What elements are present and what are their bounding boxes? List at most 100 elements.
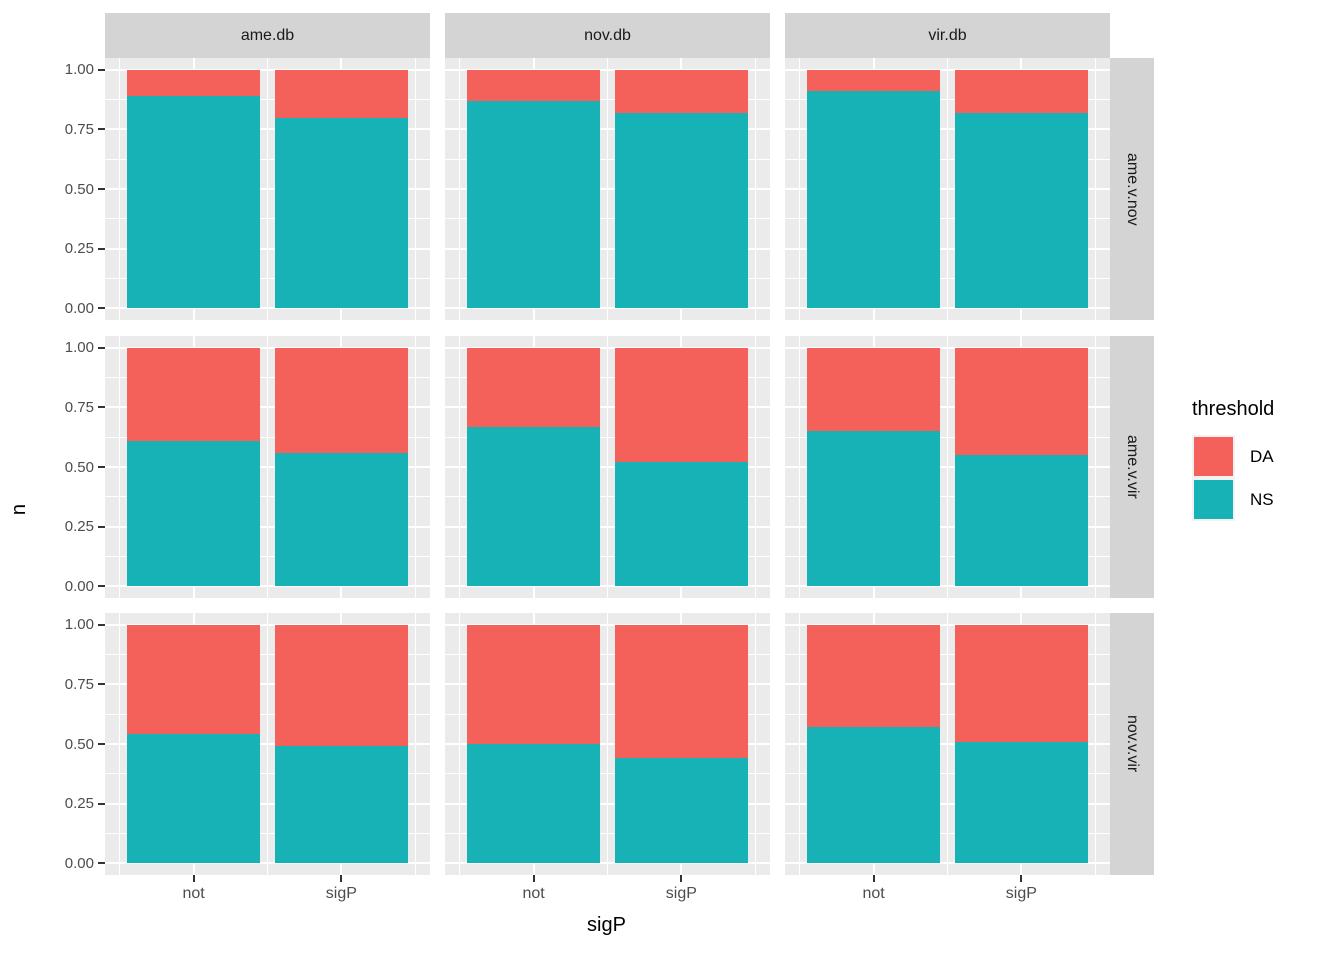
facet-col-label: vir.db <box>928 26 967 44</box>
bar-segment-ns <box>614 758 748 864</box>
legend-entry-label: NS <box>1250 489 1274 509</box>
legend-entry-label: DA <box>1250 446 1274 466</box>
gridline-minor <box>1094 58 1096 320</box>
y-tick-mark <box>98 862 105 865</box>
bar-segment-da <box>274 69 408 118</box>
x-tick-mark <box>680 875 683 882</box>
bar-nov.db-nov.v.vir-sigP <box>614 624 748 864</box>
bar-nov.db-nov.v.vir-not <box>467 624 601 864</box>
panel <box>785 336 1110 598</box>
gridline-minor <box>267 336 268 598</box>
gridline-minor <box>947 336 948 598</box>
gridline-minor <box>754 336 756 598</box>
gridline-minor <box>459 613 461 875</box>
legend: threshold DA NS <box>1192 398 1342 521</box>
bar-area <box>785 624 1110 864</box>
facet-row-label: ame.v.vir <box>1124 435 1141 499</box>
facet-col-label: ame.db <box>240 26 295 44</box>
y-tick-label: 1.00 <box>64 339 94 357</box>
bar-segment-ns <box>467 743 601 864</box>
bar-segment-da <box>807 347 941 432</box>
gridline-minor <box>267 58 268 320</box>
bar-nov.db-ame.v.nov-sigP <box>614 69 748 309</box>
facet-col-label: nov.db <box>584 26 631 44</box>
bar-segment-ns <box>954 741 1088 864</box>
y-tick-mark <box>98 346 105 349</box>
da-swatch <box>1194 437 1233 476</box>
ns-swatch <box>1194 480 1233 519</box>
x-tick-label: not <box>182 885 205 902</box>
x-tick-label: not <box>862 885 885 902</box>
bar-segment-da <box>614 69 748 113</box>
bar-segment-da <box>467 624 601 744</box>
bar-ame.db-nov.v.vir-sigP <box>274 624 408 864</box>
bar-ame.db-ame.v.nov-sigP <box>274 69 408 309</box>
bar-segment-da <box>614 347 748 463</box>
y-tick-label: 1.00 <box>64 616 94 634</box>
bar-segment-ns <box>807 431 941 587</box>
facet-row-strip: ame.v.nov <box>1110 58 1154 320</box>
facet-row-label: ame.v.nov <box>1124 152 1141 226</box>
y-tick-label: 0.25 <box>64 240 94 258</box>
x-tick-mark <box>532 875 535 882</box>
y-tick-mark <box>98 466 105 468</box>
bar-segment-ns <box>807 91 941 309</box>
gridline-minor <box>607 336 608 598</box>
bar-area <box>105 69 430 309</box>
facet-row-strip: ame.v.vir <box>1110 336 1154 598</box>
gridline-minor <box>754 613 756 875</box>
bar-nov.db-ame.v.vir-not <box>467 347 601 587</box>
bar-segment-da <box>954 624 1088 742</box>
bar-segment-da <box>274 347 408 453</box>
bar-segment-ns <box>127 440 261 587</box>
panel <box>105 58 430 320</box>
bar-segment-ns <box>127 734 261 864</box>
bar-nov.db-ame.v.vir-sigP <box>614 347 748 587</box>
panel <box>445 336 770 598</box>
x-tick-mark <box>340 875 343 882</box>
y-tick-label: 0.25 <box>64 795 94 813</box>
facet-row-label: nov.v.vir <box>1124 715 1141 773</box>
bar-area <box>785 347 1110 587</box>
gridline-minor <box>1094 336 1096 598</box>
bar-segment-ns <box>274 452 408 587</box>
gridline-minor <box>1094 613 1096 875</box>
gridline-minor <box>119 613 121 875</box>
y-tick-mark <box>98 406 105 409</box>
bar-segment-da <box>127 624 261 735</box>
bar-segment-da <box>274 624 408 747</box>
y-tick-mark <box>98 585 105 588</box>
bar-segment-da <box>954 69 1088 113</box>
y-tick-label: 0.00 <box>64 299 94 317</box>
bar-segment-ns <box>954 455 1088 587</box>
bar-vir.db-ame.v.nov-sigP <box>954 69 1088 309</box>
facet-col-strip: ame.db <box>105 13 430 58</box>
panel <box>105 336 430 598</box>
bar-segment-da <box>614 624 748 759</box>
gridline-minor <box>607 58 608 320</box>
x-tick-label: sigP <box>1005 885 1037 902</box>
bar-ame.db-ame.v.nov-not <box>127 69 261 309</box>
gridline-minor <box>947 613 948 875</box>
legend-entry: DA <box>1192 435 1342 478</box>
gridline-minor <box>267 613 268 875</box>
y-tick-label: 0.00 <box>64 577 94 595</box>
facet-col-strip: vir.db <box>785 13 1110 58</box>
x-tick-label: sigP <box>325 885 357 902</box>
y-tick-label: 0.50 <box>64 180 94 198</box>
y-tick-label: 0.50 <box>64 735 94 753</box>
gridline-minor <box>799 58 801 320</box>
x-tick-label: not <box>522 885 545 902</box>
legend-key <box>1192 435 1235 478</box>
panel <box>445 613 770 875</box>
bar-segment-da <box>467 69 601 101</box>
panel <box>785 613 1110 875</box>
y-tick-mark <box>98 525 105 528</box>
gridline-minor <box>414 613 416 875</box>
gridline-minor <box>799 336 801 598</box>
gridline-minor <box>947 58 948 320</box>
gridline-minor <box>414 58 416 320</box>
bar-segment-ns <box>467 426 601 587</box>
y-tick-mark <box>98 623 105 626</box>
